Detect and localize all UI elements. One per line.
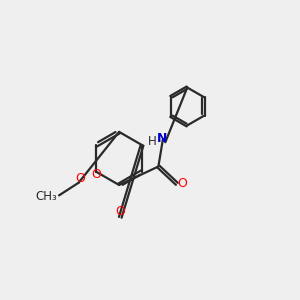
Text: O: O <box>177 177 187 190</box>
Text: O: O <box>115 205 125 218</box>
Text: N: N <box>157 132 167 145</box>
Text: O: O <box>75 172 85 185</box>
Text: H: H <box>148 135 157 148</box>
Text: O: O <box>91 168 101 181</box>
Text: CH₃: CH₃ <box>35 190 57 203</box>
